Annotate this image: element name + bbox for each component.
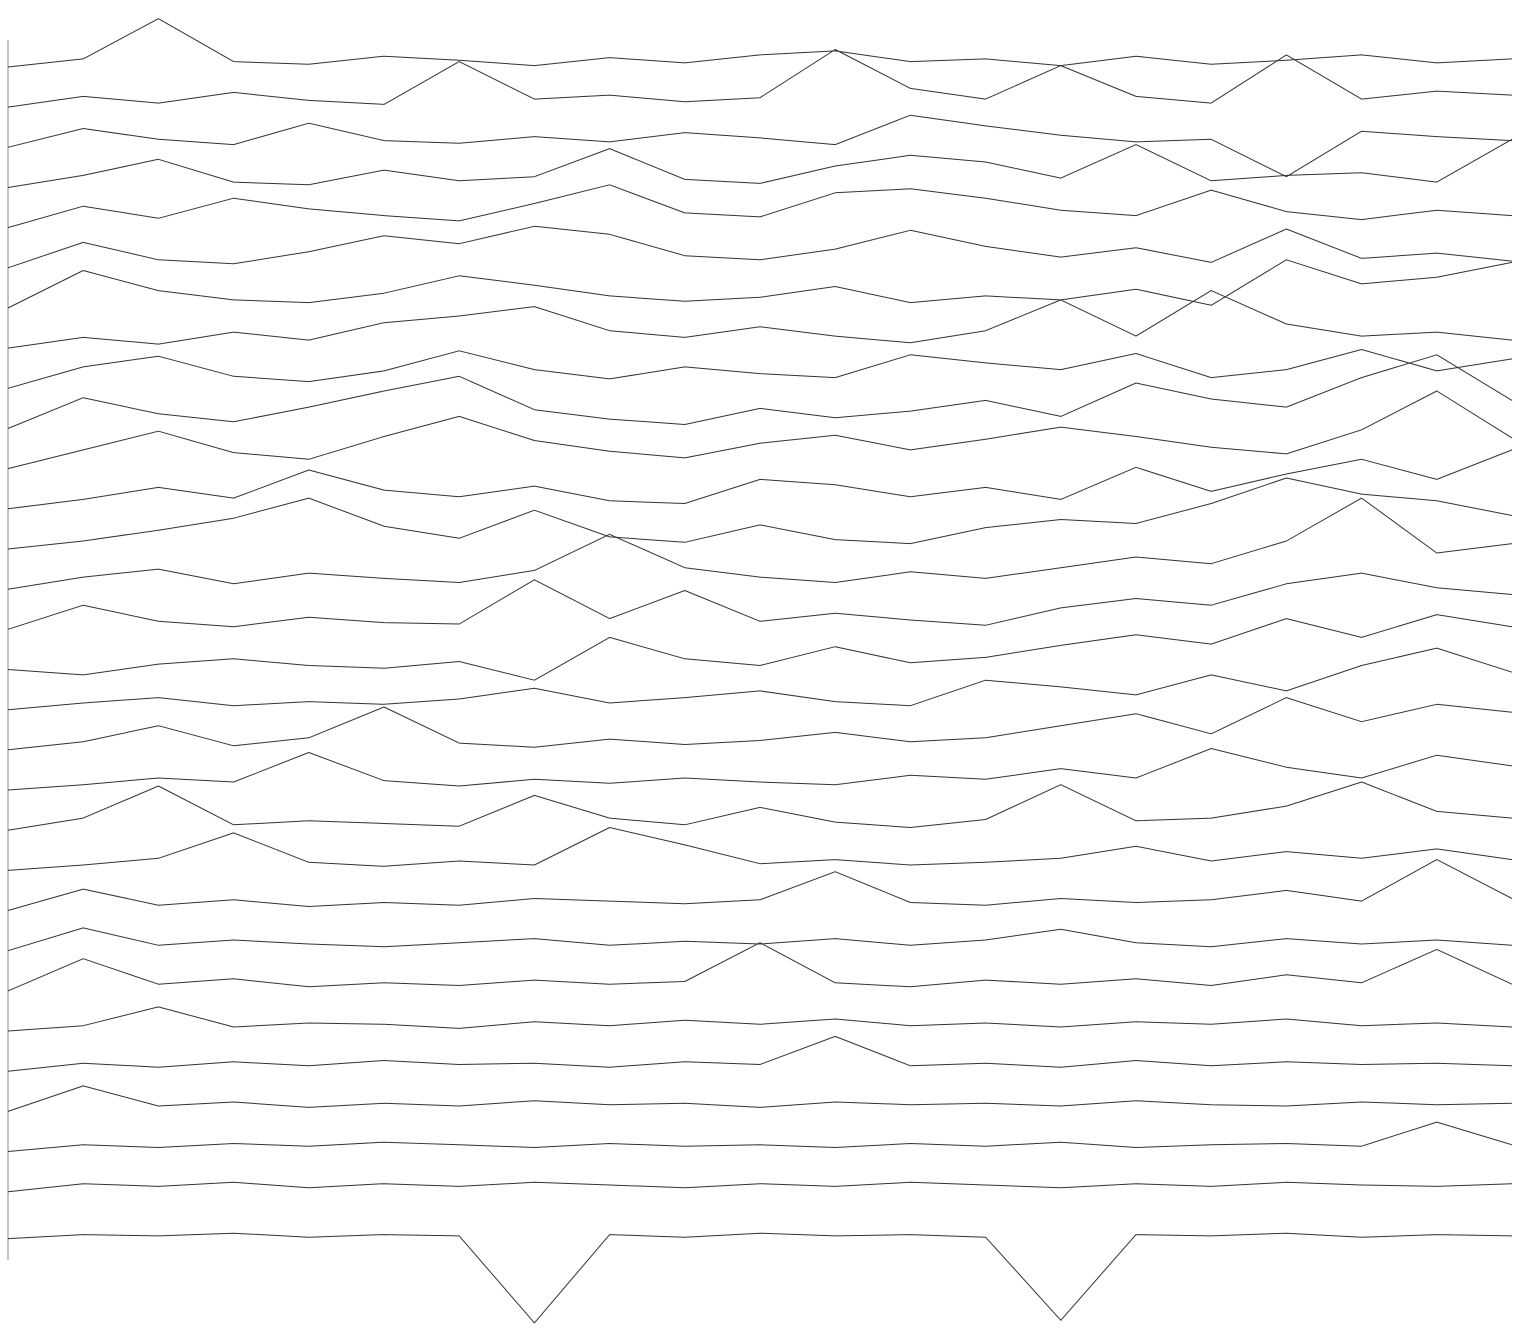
trace	[7, 697, 1513, 751]
trace	[7, 942, 1513, 992]
trace	[7, 859, 1513, 911]
trace	[7, 572, 1513, 630]
trace	[7, 1006, 1513, 1032]
trace	[7, 138, 1513, 188]
trace	[7, 18, 1513, 68]
trace	[7, 1085, 1513, 1112]
trace	[7, 390, 1513, 470]
trace	[7, 1121, 1513, 1152]
trace	[7, 290, 1513, 349]
trace	[7, 449, 1513, 510]
trace	[7, 477, 1513, 550]
trace	[7, 225, 1513, 269]
trace	[7, 354, 1513, 429]
trace	[7, 827, 1513, 871]
trace	[7, 114, 1513, 178]
trace	[7, 1232, 1513, 1324]
trace	[7, 1035, 1513, 1072]
trace	[7, 647, 1513, 711]
trace	[7, 259, 1513, 309]
trace	[7, 349, 1513, 389]
trace	[7, 184, 1513, 229]
trace	[7, 49, 1513, 108]
trace	[7, 1181, 1513, 1193]
trace	[7, 927, 1513, 952]
trace	[7, 497, 1513, 590]
trace	[7, 748, 1513, 791]
trace	[7, 781, 1513, 831]
trace	[7, 614, 1513, 681]
